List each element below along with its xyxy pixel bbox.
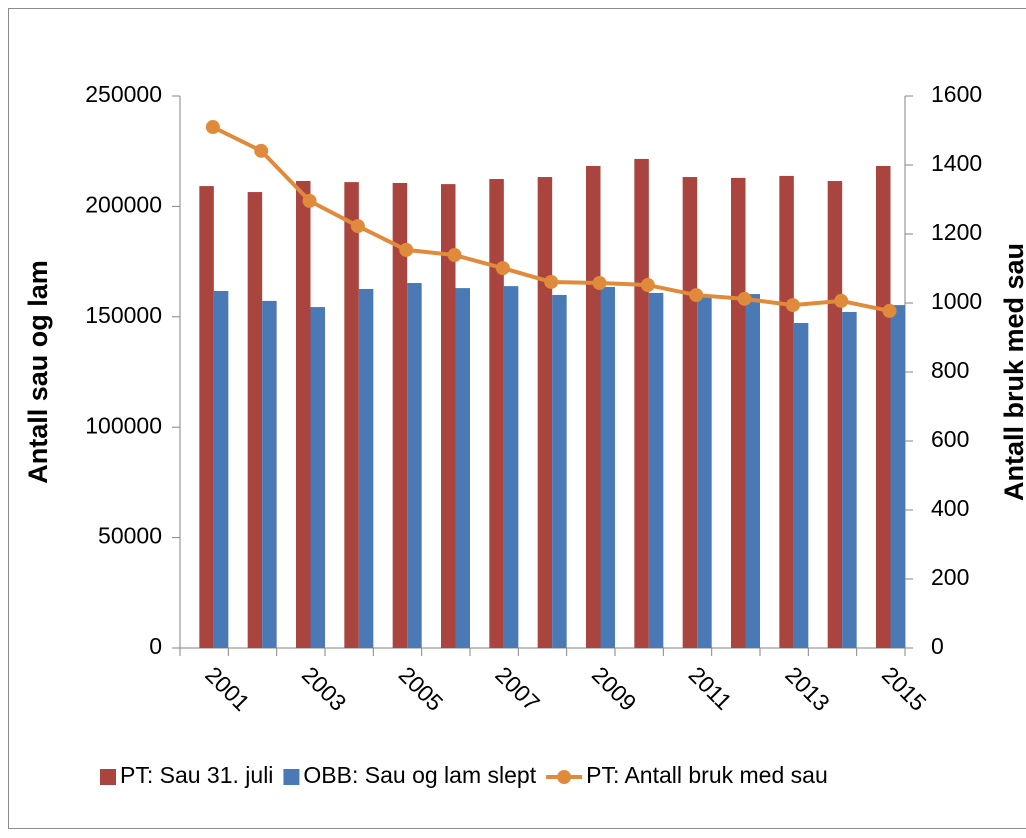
bar [682,177,698,648]
bar [392,182,408,649]
bar [296,181,311,648]
bar [697,296,712,648]
bar [441,184,456,649]
bar [600,286,615,648]
y-tick-label: 50000 [98,523,162,549]
bar [455,288,470,648]
y2-tick-label: 200 [931,564,969,590]
bar [876,165,891,649]
legend-label: PT: Sau 31. juli [120,762,273,788]
legend-swatch [100,769,116,785]
line-point [544,274,559,289]
bar [407,283,422,648]
y-tick-label: 250000 [85,81,162,107]
y-tick-label: 0 [149,633,162,659]
bar [262,300,277,648]
line-point [399,242,414,257]
y2-tick-label: 0 [931,633,944,659]
bar [890,305,905,648]
bar [731,177,746,648]
bar [842,311,857,648]
y-tick-label: 150000 [85,302,162,328]
bar [793,322,809,648]
bar [199,186,214,648]
line-point [785,298,800,313]
legend-swatch [283,769,300,785]
line-point [254,143,269,158]
line-point [882,303,897,318]
bar [779,175,794,648]
bar [310,307,325,648]
y2-tick-label: 1400 [931,150,982,176]
line-point [302,193,317,208]
y2-tick-label: 800 [931,357,969,383]
bar [634,158,649,649]
bar [213,290,229,648]
y2-tick-label: 1200 [931,219,982,245]
bar [827,181,843,648]
line-point [495,261,510,276]
bar [537,177,553,648]
y2-tick-label: 1000 [931,288,982,314]
bar [489,179,504,648]
line-point [834,293,849,308]
legend-swatch [557,770,572,784]
line-point [592,275,607,290]
y2-tick-label: 600 [931,426,969,452]
y-tick-label: 100000 [85,412,162,438]
bar [358,288,374,648]
bar [344,182,359,648]
line-point [205,120,220,135]
legend-label: PT: Antall bruk med sau [586,762,828,788]
bar [745,294,760,648]
line-point [350,219,365,234]
bar [552,294,567,648]
y2-axis-title: Antall bruk med sau [999,243,1026,501]
y2-tick-label: 400 [931,495,969,521]
bar [247,192,263,648]
y-tick-label: 200000 [85,191,162,217]
y2-tick-label: 1600 [931,81,982,107]
bar [503,286,519,648]
y-axis-title: Antall sau og lam [23,260,53,484]
line-point [640,278,655,293]
line-point [447,248,462,263]
bar [586,165,601,649]
legend-label: OBB: Sau og lam slept [303,762,536,788]
line-point [737,291,752,306]
line-point [689,288,704,303]
bar [648,292,664,648]
